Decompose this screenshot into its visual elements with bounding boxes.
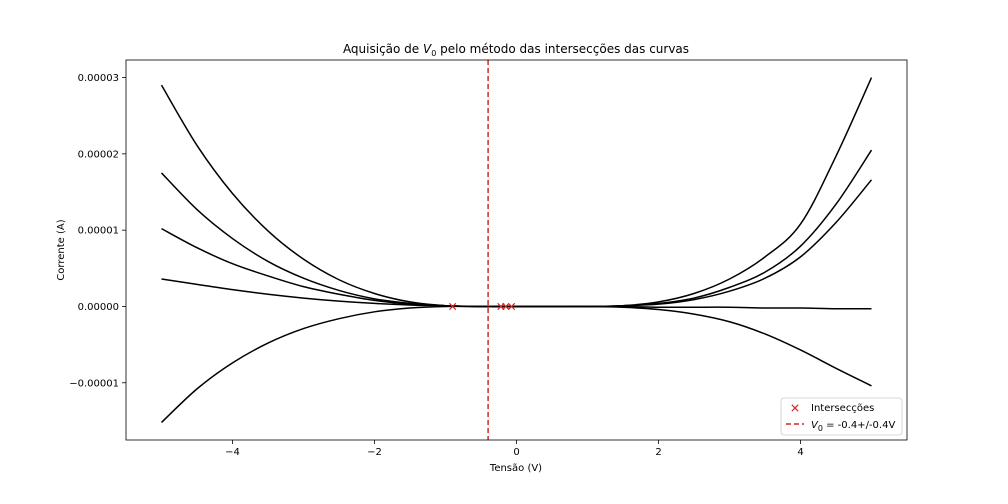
series-group [160, 77, 873, 423]
legend-x-mark [791, 404, 799, 412]
intersection-markers [448, 302, 516, 311]
x-tick-label: −2 [367, 447, 382, 458]
plot-area [160, 60, 873, 440]
legend: Intersecções V0 = -0.4+/-0.4V [780, 397, 903, 436]
y-axis-label: Corrente (A) [56, 219, 67, 280]
intersection-marker-3 [502, 302, 510, 311]
intersection-marker-4 [507, 302, 516, 311]
x-tick-label: 0 [513, 447, 519, 458]
legend-marker-icon [791, 404, 799, 412]
series-line-5 [160, 305, 872, 423]
legend-intersections-label: Intersecções [811, 403, 874, 414]
x-axis-ticks: −4 −2 0 2 4 [225, 440, 804, 458]
intersection-marker-1 [448, 302, 457, 311]
legend-box [780, 397, 903, 436]
y-tick-label: 0.00002 [78, 149, 119, 160]
y-tick-label: −0.00001 [69, 378, 119, 389]
legend-v0-label: V0 = -0.4+/-0.4V [811, 420, 895, 433]
y-tick-label: 0.00001 [78, 226, 119, 237]
x-tick-label: −4 [225, 447, 240, 458]
chart-title: Aquisição de V0 pelo método das intersec… [343, 42, 689, 58]
x-tick-label: 4 [797, 447, 803, 458]
y-tick-label: 0.00000 [78, 302, 119, 313]
y-tick-label: 0.00003 [78, 73, 119, 84]
x-axis-label: Tensão (V) [489, 463, 542, 474]
y-axis-ticks: −0.00001 0.00000 0.00001 0.00002 0.00003 [69, 73, 126, 389]
x-tick-label: 2 [655, 447, 661, 458]
